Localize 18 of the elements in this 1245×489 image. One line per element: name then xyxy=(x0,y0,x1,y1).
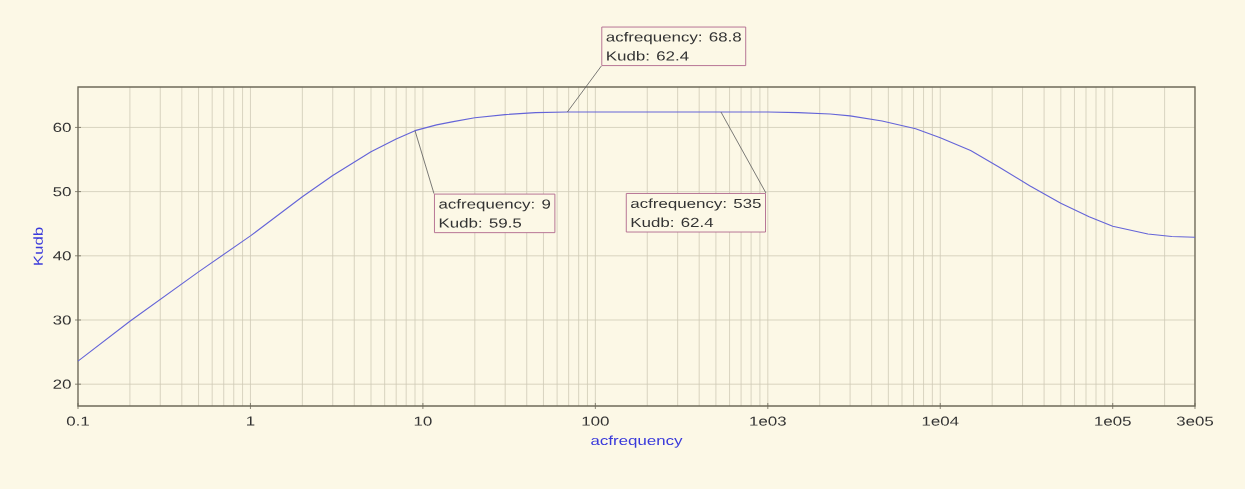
x-tick-label: 1 xyxy=(247,416,255,426)
y-tick-label: 20 xyxy=(53,379,71,389)
annotation: acfrequency: 68.8 Kudb: 62.4 xyxy=(606,32,741,61)
annotation: acfrequency: 535 Kudb: 62.4 xyxy=(631,198,761,228)
x-axis-title: acfrequency xyxy=(591,435,683,448)
x-tick-label: 1e04 xyxy=(922,416,959,426)
y-tick-label: 30 xyxy=(53,315,71,325)
x-tick-label: 1e05 xyxy=(1095,416,1131,426)
y-axis-title: Kudb xyxy=(33,227,43,265)
y-tick-label: 40 xyxy=(53,251,71,261)
annotation: acfrequency: 9 Kudb: 59.5 xyxy=(439,199,551,228)
x-tick-label: 3e05 xyxy=(1176,416,1214,426)
y-tick-label: 50 xyxy=(53,187,71,197)
x-tick-label: 100 xyxy=(582,416,609,426)
x-tick-label: 1e03 xyxy=(750,416,786,426)
x-tick-label: 0.1 xyxy=(66,416,89,426)
x-tick-label: 10 xyxy=(414,416,432,426)
y-tick-label: 60 xyxy=(53,122,71,133)
